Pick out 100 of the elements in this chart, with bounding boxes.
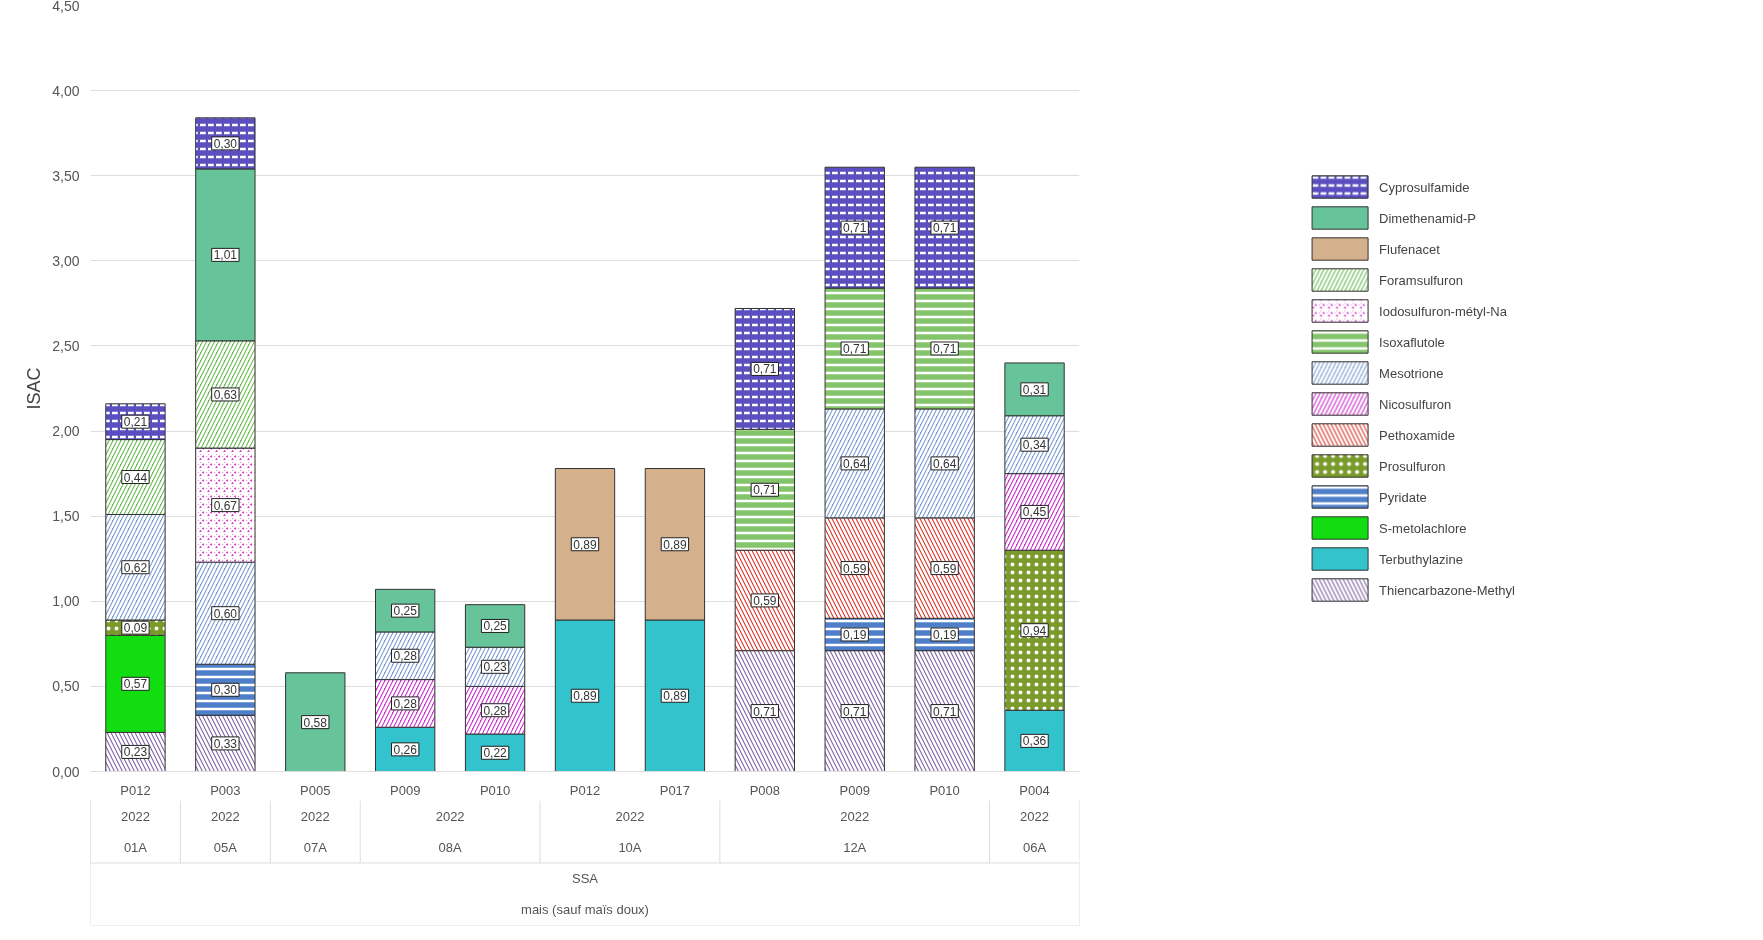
text: 2022 [435,808,465,824]
x-tick-label: P004 [1019,782,1050,798]
data-label: 0,58 [303,715,328,730]
data-label: 0,89 [573,537,597,552]
legend-label: Cyprosulfamide [1379,179,1470,194]
data-label: 0,59 [843,561,867,576]
data-label: 0,89 [663,537,687,552]
text: 10A [618,839,642,855]
data-label: 0,28 [483,703,508,718]
data-label: 0,28 [393,649,418,664]
data-label: 0,71 [843,221,867,236]
text: 2022 [300,808,330,824]
text: 2022 [120,808,150,824]
data-label: 0,71 [932,704,957,719]
data-label: 0,19 [932,627,957,642]
y-tick-label: 1,00 [52,593,80,610]
data-label: 0,23 [483,660,508,675]
data-label: 0,67 [213,498,238,513]
text: 01A [123,839,148,855]
data-label: 0,71 [843,704,867,719]
x-tick-label: P005 [300,782,331,798]
legend-label: Pethoxamide [1379,427,1455,442]
data-label: 0,64 [932,456,957,471]
legend-label: Terbuthylazine [1379,551,1463,566]
y-tick-label: 4,50 [52,0,80,14]
legend-label: Isoxaflutole [1379,334,1445,349]
data-label: 0,71 [932,342,957,356]
legend-label: Prosulfuron [1379,458,1446,473]
y-tick-label: 0,00 [52,763,80,780]
text: SSA [571,871,599,887]
text: mais (sauf maïs doux) [521,902,649,918]
data-label: 1,01 [213,248,238,263]
data-label: 0,21 [123,415,148,430]
data-label: 0,30 [213,683,238,698]
legend-label: Thiencarbazone-Methyl [1379,582,1515,597]
data-label: 0,59 [753,593,777,608]
y-tick-label: 3,00 [52,252,80,269]
text: 08A [438,839,463,855]
x-tick-label: P012 [569,782,601,798]
x-tick-label: P010 [479,782,511,798]
bar [285,672,346,772]
x-tick-label: P003 [210,782,241,798]
data-label: 0,25 [483,619,508,634]
x-tick-label: P008 [749,782,781,798]
data-label: 0,62 [123,560,148,575]
x-tick-label: P017 [659,782,691,798]
x-tick-label: P009 [839,782,870,798]
data-label: 0,94 [1022,623,1047,638]
data-label: 0,33 [213,736,238,751]
text: 2022 [210,808,240,824]
data-label: 0,25 [393,604,418,619]
y-tick-label: 2,00 [52,423,80,440]
data-label: 0,36 [1022,734,1047,749]
data-label: 0,26 [393,742,418,757]
data-label: 0,34 [1022,438,1047,453]
data-label: 0,60 [213,606,238,621]
x-tick-label: P009 [390,782,421,798]
y-tick-label: 3,50 [52,167,80,184]
data-label: 0,19 [843,627,867,642]
data-label: 0,89 [573,689,597,704]
text: 07A [303,839,328,855]
text: 06A [1022,839,1047,855]
y-tick-label: 1,50 [52,508,80,525]
data-label: 0,57 [123,677,148,692]
data-label: 0,64 [843,456,867,471]
data-label: 0,09 [123,621,148,636]
data-label: 0,30 [213,136,238,151]
text: 2022 [1020,808,1050,824]
data-label: 0,71 [753,483,777,498]
y-tick-label: 2,50 [52,337,80,354]
legend-label: Nicosulfuron [1379,396,1452,411]
data-label: 0,63 [213,387,238,402]
data-label: 0,23 [123,745,148,760]
y-tick-label: 0,50 [52,678,80,695]
legend-label: Foramsulfuron [1379,272,1463,287]
text: 05A [213,839,238,855]
data-label: 0,71 [753,362,777,377]
text: 2022 [840,808,870,824]
y-tick-label: 4,00 [52,82,80,99]
x-tick-label: P012 [120,782,151,798]
legend-label: Dimethenamid-P [1379,210,1476,225]
legend-label: Iodosulfuron-métyl-Na [1379,303,1507,318]
data-label: 0,71 [843,342,867,356]
text: 12A [843,839,867,855]
data-label: 0,45 [1022,505,1047,520]
legend-label: Flufenacet [1379,241,1440,256]
legend-label: Mesotrione [1379,365,1444,380]
x-tick-label: P010 [929,782,960,798]
legend-label: Pyridate [1379,489,1427,504]
data-label: 0,22 [483,746,508,761]
data-label: 0,89 [663,689,687,704]
legend-label: S-metolachlore [1379,520,1467,535]
text: 2022 [615,808,645,824]
data-label: 0,71 [932,221,957,236]
data-label: 0,71 [753,704,777,719]
data-label: 0,28 [393,696,418,711]
y-axis-title: ISAC [24,367,45,410]
data-label: 0,31 [1022,382,1047,397]
data-label: 0,44 [123,470,148,485]
data-label: 0,59 [932,561,957,576]
